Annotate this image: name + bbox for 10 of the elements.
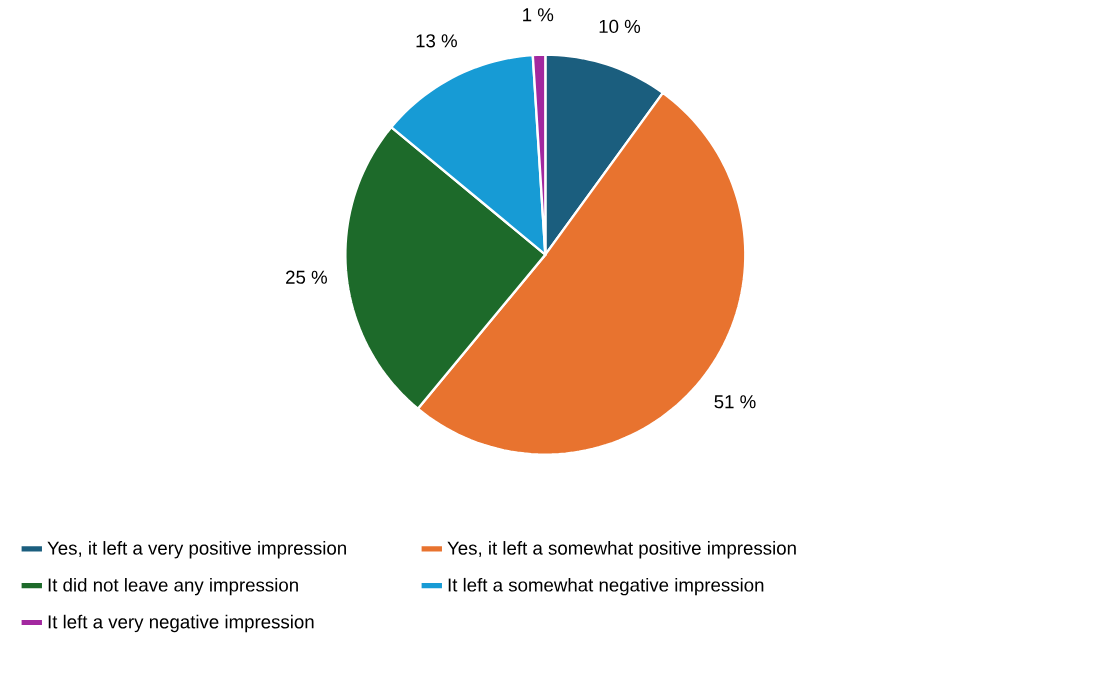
legend-label: It left a somewhat negative impression: [448, 577, 764, 596]
data-label: 10 %: [599, 19, 641, 34]
data-label: 51 %: [714, 395, 756, 409]
data-label: 13 %: [416, 34, 457, 48]
legend-label: It did not leave any impression: [48, 577, 298, 596]
legend-label: Yes, it left a somewhat positive impression: [447, 541, 796, 559]
data-label: 25 %: [286, 270, 327, 284]
data-label: 1 %: [523, 8, 554, 22]
legend-label: Yes, it left a very positive impression: [47, 541, 346, 559]
legend-label: It left a very negative impression: [48, 614, 314, 633]
